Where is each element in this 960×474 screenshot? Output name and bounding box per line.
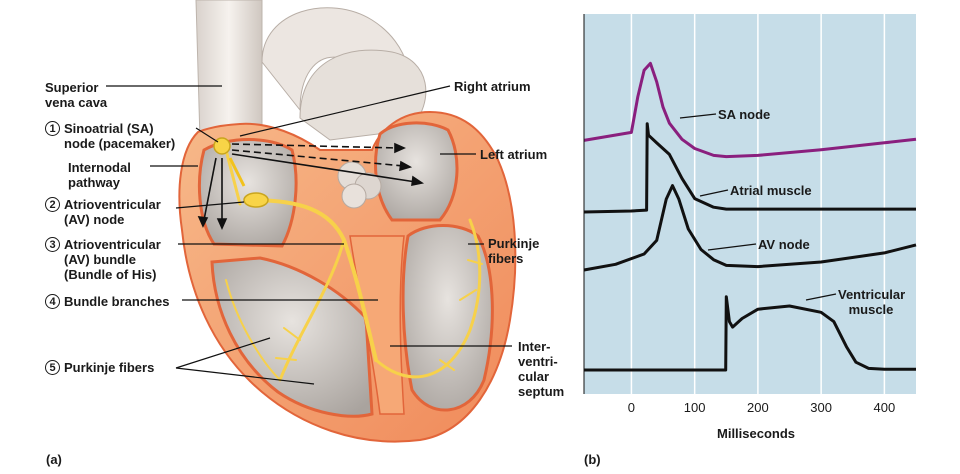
label-interventricular-septum: Inter- ventri- cular septum: [518, 339, 565, 399]
chart-background: [584, 14, 916, 394]
right-ventricle-cavity: [210, 256, 374, 418]
conduction-system: [224, 148, 483, 382]
series-label-atrial-muscle: Atrial muscle: [730, 183, 812, 198]
label-purkinje-fibers-left: 5 Purkinje fibers: [45, 360, 154, 375]
step-5-badge: 5: [45, 360, 60, 375]
step-4-badge: 4: [45, 294, 60, 309]
chart-leader-lines: [679, 113, 837, 301]
series-line-sa-node: [583, 61, 917, 159]
x-tick-label-100: 100: [683, 400, 706, 415]
step-3-badge: 3: [45, 237, 60, 252]
x-tick-label-200: 200: [747, 400, 769, 415]
x-axis-label: Milliseconds: [717, 426, 796, 441]
impulse-arrows: [197, 142, 425, 230]
label-av-node: 2 Atrioventricular (AV) node: [45, 197, 161, 227]
aortic-valve: [337, 161, 382, 209]
x-tick-label-300: 300: [810, 400, 832, 415]
label-right-atrium: Right atrium: [454, 79, 531, 94]
step-1-badge: 1: [45, 121, 60, 136]
chart-grid: [630, 14, 886, 394]
label-sa-node: 1 Sinoatrial (SA) node (pacemaker): [45, 121, 175, 151]
x-tick-label-0: 0: [627, 400, 636, 415]
left-ventricle-cavity: [401, 224, 494, 412]
label-purkinje-fibers-right: Purkinje fibers: [488, 236, 540, 266]
series-label-av-node: AV node: [758, 237, 810, 252]
label-left-atrium: Left atrium: [480, 147, 548, 162]
series-line-ventricular-muscle: [584, 295, 916, 372]
leader-lines-a: [106, 85, 512, 385]
av-node-marker: [243, 192, 269, 208]
label-internodal-pathway: Internodal pathway: [68, 160, 131, 190]
chart-traces: [583, 61, 917, 372]
series-label-ventricular-muscle: Ventricular muscle: [838, 287, 906, 317]
panel-a-id: (a): [46, 452, 62, 467]
label-superior-vena-cava: Superior vena cava: [45, 80, 108, 110]
series-line-atrial-muscle: [583, 122, 916, 214]
series-label-sa-node: SA node: [718, 107, 771, 122]
label-av-bundle: 3 Atrioventricular (AV) bundle (Bundle of…: [45, 237, 161, 282]
panel-b-id: (b): [584, 452, 601, 467]
x-tick-label-400: 400: [873, 400, 896, 415]
step-2-badge: 2: [45, 197, 60, 212]
label-bundle-branches: 4 Bundle branches: [45, 294, 169, 309]
series-line-av-node: [583, 184, 917, 272]
